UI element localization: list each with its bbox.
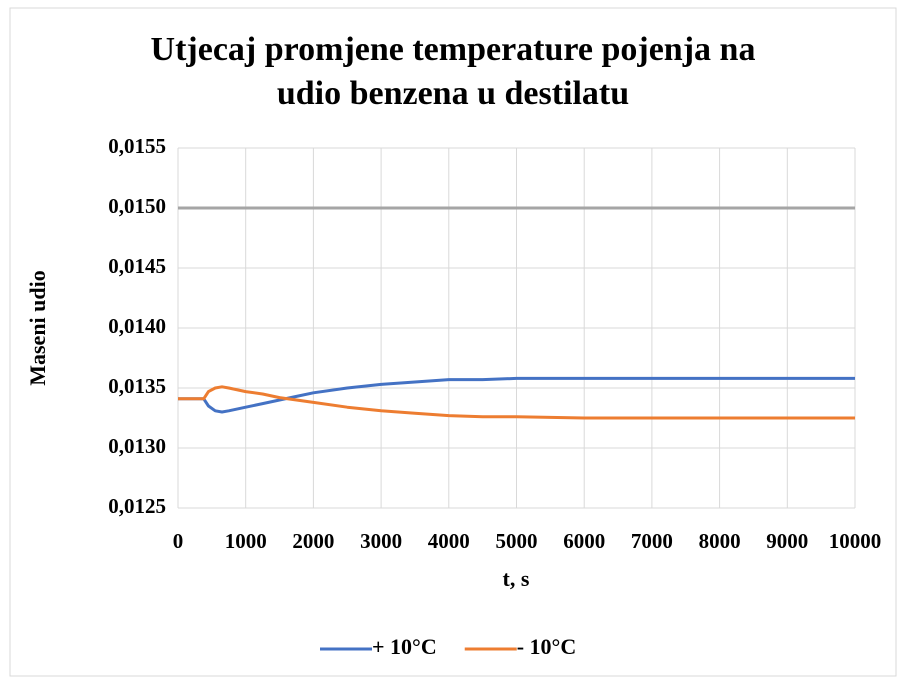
x-tick-label: 8000 [699,529,741,553]
y-tick-label: 0,0125 [108,494,166,518]
y-tick-label: 0,0130 [108,434,166,458]
y-tick-label: 0,0145 [108,254,166,278]
x-tick-label: 7000 [631,529,673,553]
y-axis-label: Maseni udio [25,270,50,386]
chart-title: udio benzena u destilatu [277,75,629,112]
x-tick-label: 9000 [766,529,808,553]
y-tick-label: 0,0150 [108,194,166,218]
x-tick-label: 4000 [428,529,470,553]
y-tick-label: 0,0155 [108,134,166,158]
series-line [178,385,855,420]
x-tick-label: 6000 [563,529,605,553]
legend-label: + 10°C [372,634,437,659]
chart-border [9,7,897,677]
x-axis-label: t, s [503,566,530,591]
series-line [178,376,855,414]
y-tick-label: 0,0140 [108,314,166,338]
x-tick-label: 0 [173,529,184,553]
chart-title: Utjecaj promjene temperature pojenja na [151,31,756,68]
legend-label: - 10°C [517,634,577,659]
x-tick-label: 10000 [829,529,882,553]
y-tick-label: 0,0135 [108,374,166,398]
x-tick-label: 1000 [225,529,267,553]
x-tick-label: 5000 [496,529,538,553]
x-tick-label: 2000 [292,529,334,553]
x-tick-label: 3000 [360,529,402,553]
